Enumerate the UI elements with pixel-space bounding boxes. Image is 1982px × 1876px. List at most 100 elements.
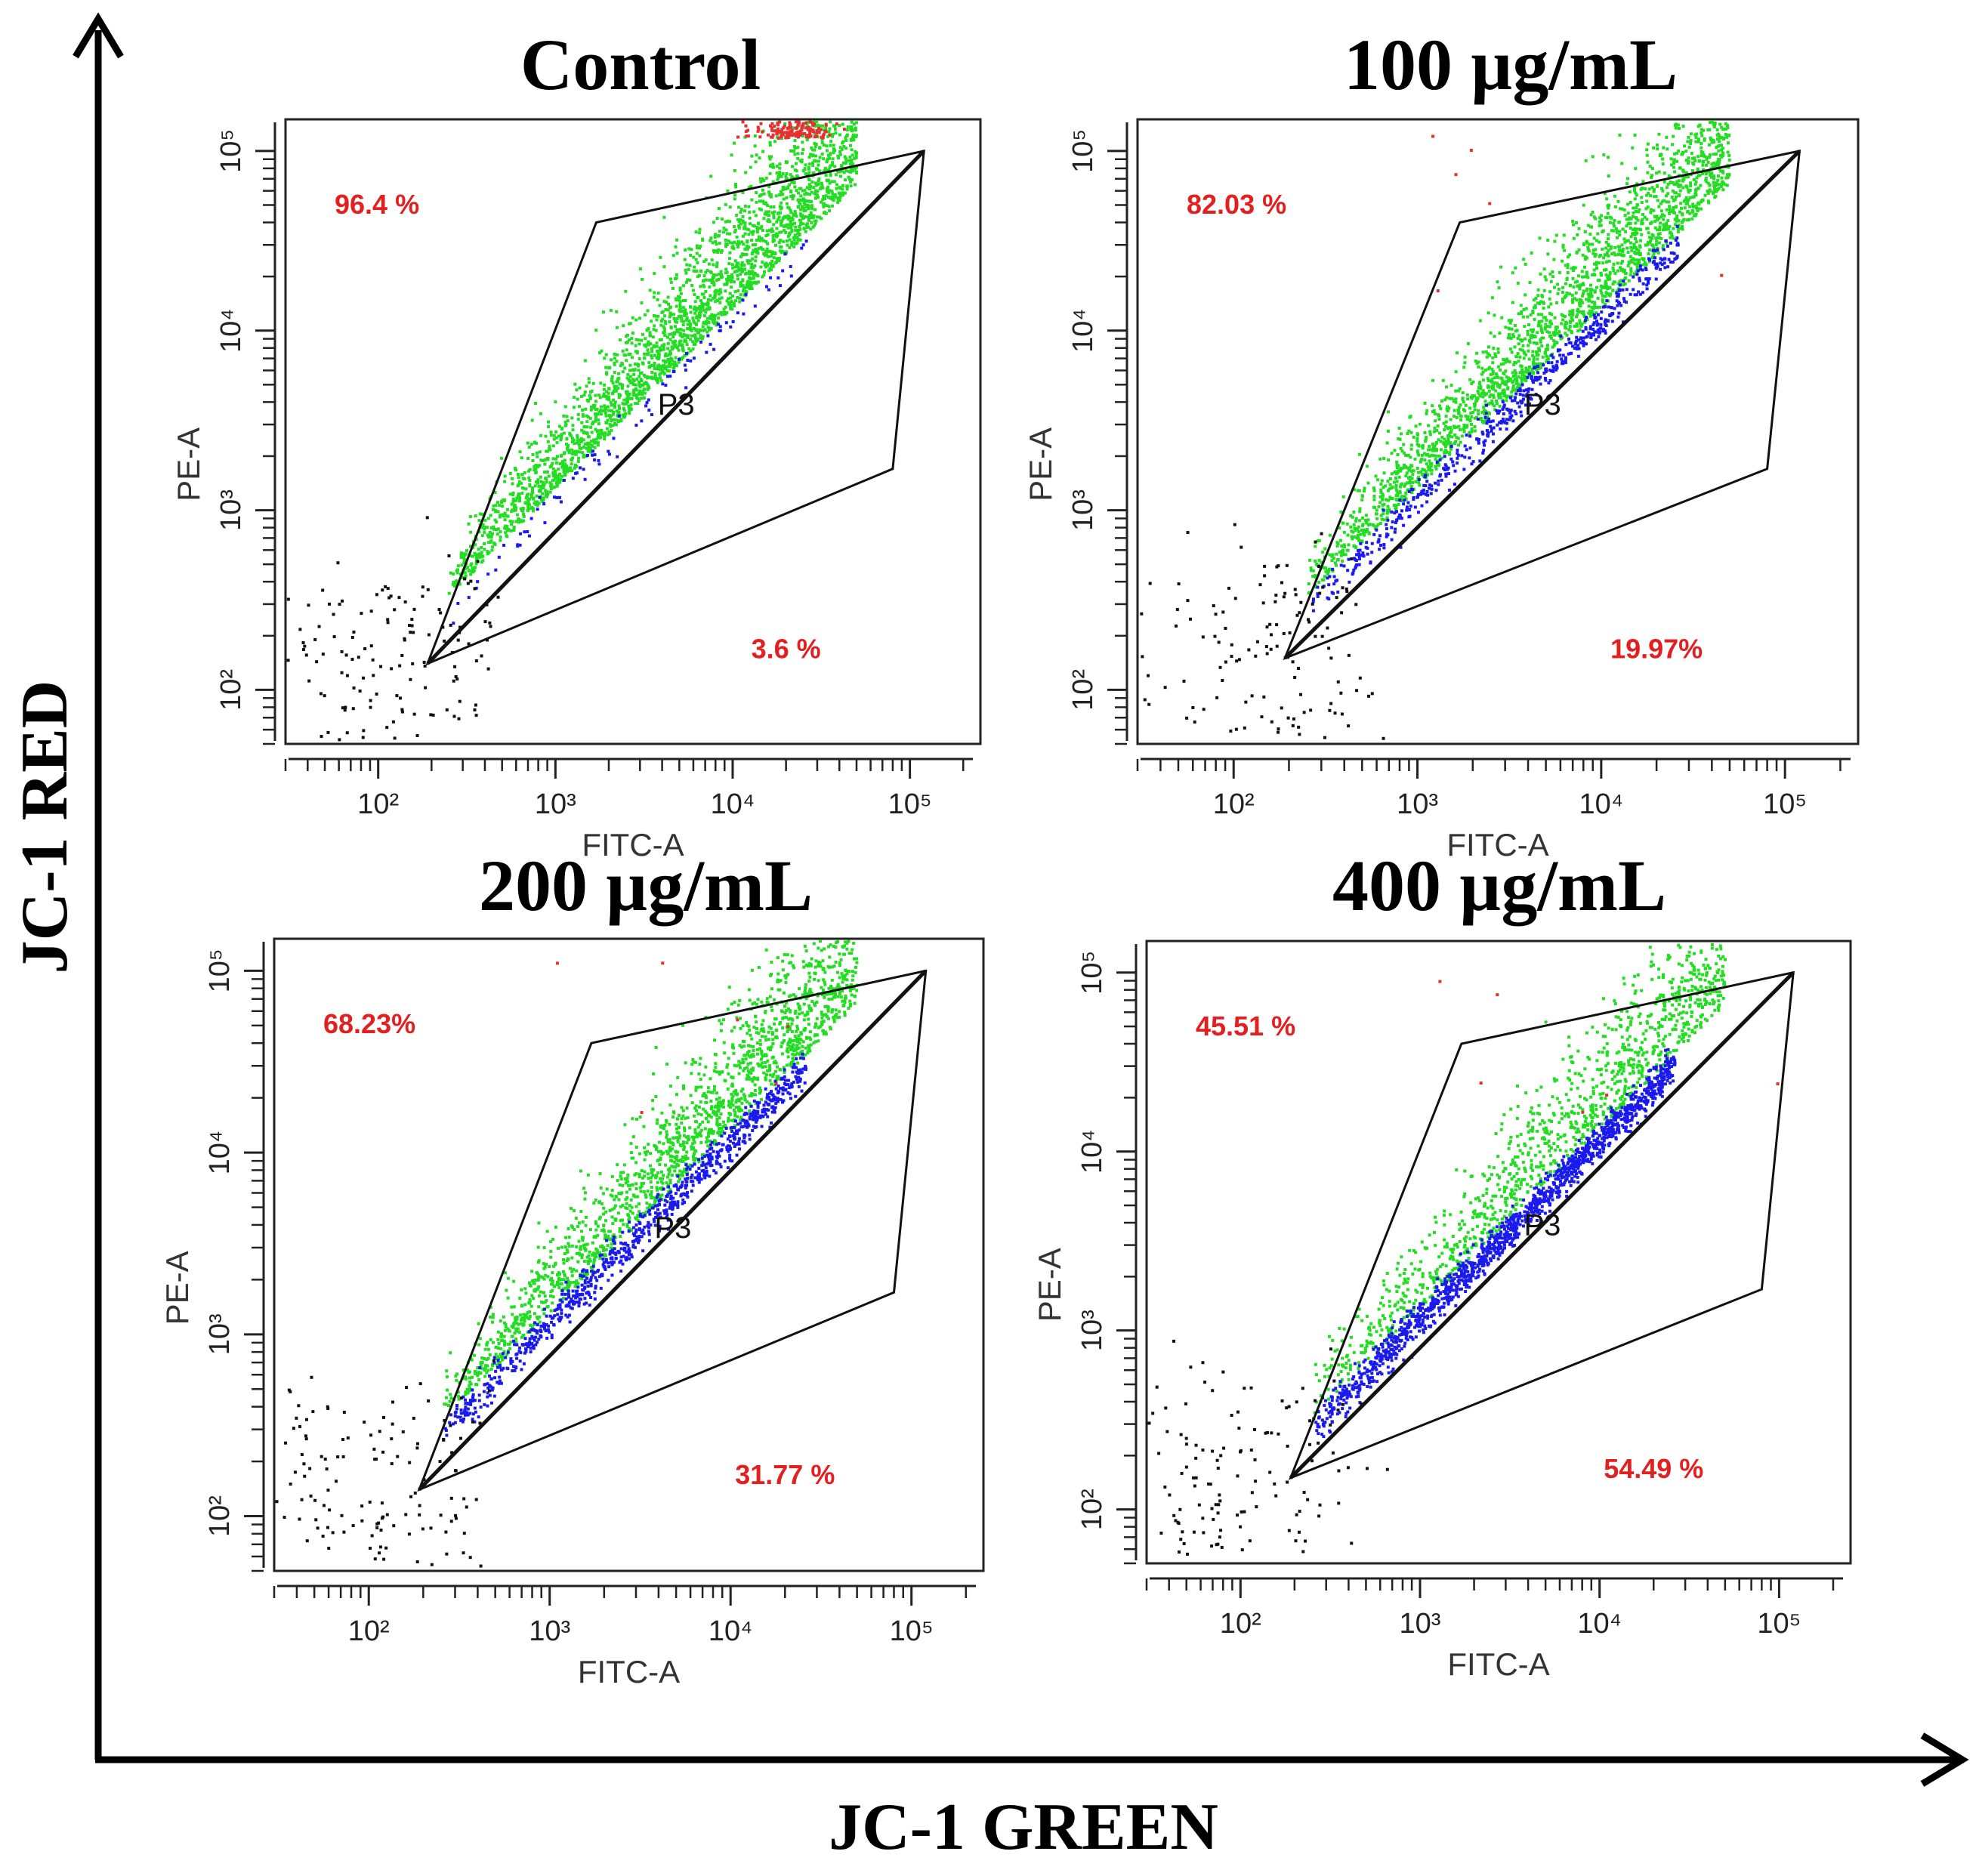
green-point bbox=[807, 199, 810, 203]
green-point bbox=[1718, 168, 1721, 171]
green-point bbox=[1657, 170, 1661, 174]
green-point bbox=[838, 146, 842, 150]
green-point bbox=[776, 218, 780, 221]
blue-point bbox=[607, 449, 610, 453]
green-point bbox=[534, 467, 538, 471]
green-point bbox=[555, 455, 559, 458]
green-point bbox=[1645, 199, 1649, 203]
green-point bbox=[1718, 183, 1721, 187]
green-point bbox=[699, 269, 702, 273]
green-point bbox=[1727, 153, 1731, 157]
y-axis-label: PE-A bbox=[171, 427, 206, 501]
green-point bbox=[640, 379, 644, 383]
green-point bbox=[515, 496, 519, 500]
debris-point bbox=[343, 708, 347, 712]
green-point bbox=[1501, 381, 1505, 385]
green-point bbox=[1671, 143, 1675, 147]
green-point bbox=[511, 491, 515, 495]
green-point bbox=[594, 415, 598, 418]
green-point bbox=[1604, 273, 1608, 277]
green-point bbox=[1356, 535, 1360, 538]
green-point bbox=[1354, 519, 1358, 523]
red-point bbox=[786, 133, 789, 137]
green-point bbox=[1604, 285, 1607, 289]
blue-point bbox=[692, 356, 696, 360]
green-point bbox=[807, 162, 811, 166]
green-point bbox=[516, 513, 520, 517]
green-point bbox=[1592, 215, 1596, 219]
green-point bbox=[1604, 295, 1607, 298]
green-point bbox=[1483, 412, 1486, 416]
green-point bbox=[833, 127, 837, 131]
green-point bbox=[1407, 476, 1411, 480]
green-point bbox=[1411, 480, 1415, 484]
green-point bbox=[1520, 348, 1524, 352]
green-point bbox=[668, 306, 671, 310]
green-point bbox=[548, 447, 551, 451]
green-point bbox=[1314, 545, 1317, 548]
green-point bbox=[1581, 253, 1585, 257]
green-point bbox=[700, 301, 704, 305]
green-point bbox=[699, 335, 702, 339]
green-point bbox=[610, 428, 613, 432]
green-point bbox=[1380, 479, 1384, 483]
green-point bbox=[1661, 162, 1665, 166]
green-point bbox=[1499, 265, 1503, 269]
green-point bbox=[1473, 403, 1477, 406]
green-point bbox=[1415, 439, 1419, 443]
green-point bbox=[491, 545, 495, 549]
red-point bbox=[796, 123, 800, 127]
green-point bbox=[798, 238, 802, 242]
green-point bbox=[1444, 443, 1448, 446]
blue-point bbox=[538, 495, 542, 499]
debris-point bbox=[424, 686, 428, 690]
green-point bbox=[1385, 516, 1389, 520]
green-point bbox=[503, 498, 507, 501]
green-point bbox=[588, 390, 592, 394]
green-point bbox=[692, 319, 696, 323]
green-point bbox=[1620, 162, 1624, 165]
green-point bbox=[725, 280, 729, 284]
green-point bbox=[823, 166, 827, 170]
green-point bbox=[1535, 353, 1539, 357]
green-point bbox=[1468, 378, 1472, 381]
green-point bbox=[696, 314, 699, 318]
green-point bbox=[631, 332, 634, 335]
green-point bbox=[639, 396, 643, 400]
green-point bbox=[813, 124, 817, 128]
green-point bbox=[709, 174, 713, 178]
green-point bbox=[790, 230, 794, 233]
green-point bbox=[1314, 559, 1317, 563]
green-point bbox=[479, 554, 483, 557]
green-point bbox=[1407, 468, 1411, 472]
debris-point bbox=[422, 660, 426, 664]
debris-point bbox=[449, 623, 452, 627]
green-point bbox=[1402, 463, 1406, 467]
green-point bbox=[607, 395, 610, 399]
green-point bbox=[674, 339, 678, 343]
green-point bbox=[1589, 213, 1593, 217]
green-point bbox=[1449, 447, 1453, 451]
debris-point bbox=[445, 708, 449, 711]
y-tick-label: 10³ bbox=[1067, 489, 1099, 531]
green-point bbox=[489, 535, 493, 539]
green-point bbox=[613, 370, 616, 374]
green-point bbox=[1552, 332, 1556, 336]
green-point bbox=[1493, 408, 1497, 412]
blue-point bbox=[1596, 329, 1600, 332]
blue-point bbox=[709, 342, 712, 346]
green-point bbox=[622, 398, 626, 402]
green-point bbox=[558, 478, 562, 482]
green-point bbox=[1468, 406, 1472, 410]
green-point bbox=[786, 234, 790, 238]
green-point bbox=[607, 397, 611, 401]
green-point bbox=[1622, 208, 1626, 211]
green-point bbox=[681, 306, 685, 310]
green-point bbox=[1487, 389, 1491, 393]
green-point bbox=[1591, 155, 1595, 159]
green-point bbox=[852, 122, 856, 126]
green-point bbox=[684, 268, 687, 272]
green-point bbox=[747, 245, 751, 249]
green-point bbox=[686, 322, 690, 326]
green-point bbox=[1546, 325, 1550, 329]
